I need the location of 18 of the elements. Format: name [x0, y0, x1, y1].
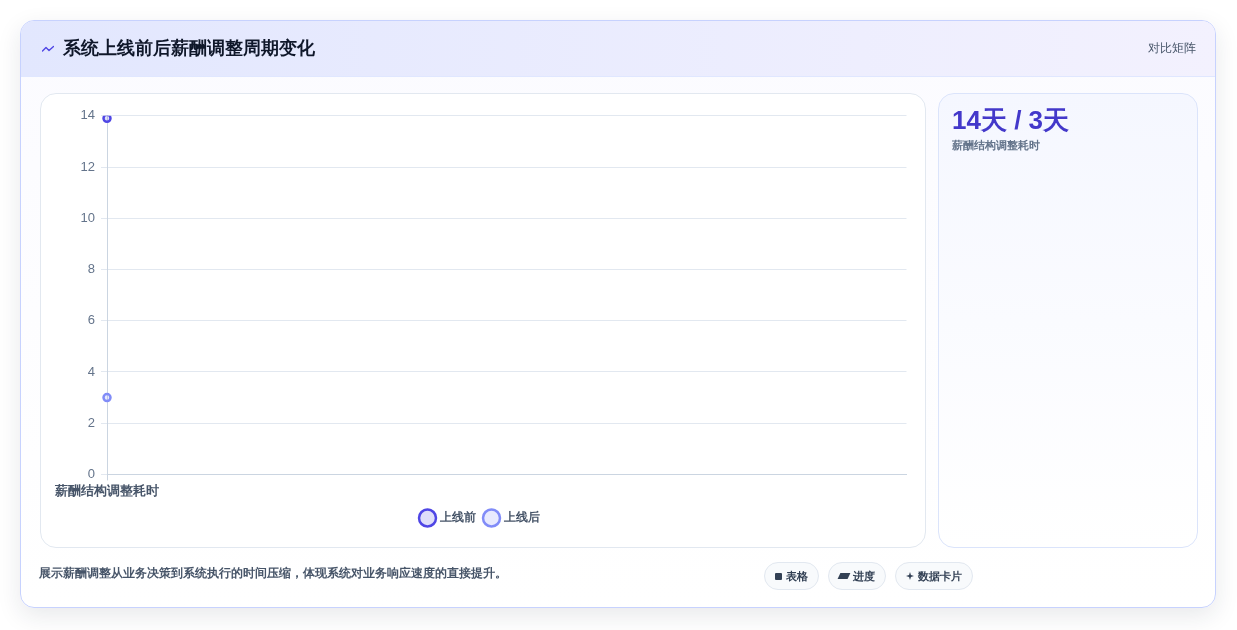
text: 表格: [786, 568, 808, 584]
text: 对比矩阵: [1148, 40, 1196, 57]
y-tick-label: 6: [87, 312, 95, 328]
text: 14天 / 3天: [952, 104, 1070, 137]
text: 展示薪酬调整从业务决策到系统执行的时间压缩，体现系统对业务响应速度的直接提升。: [39, 565, 507, 582]
text: 数据卡片: [918, 568, 962, 584]
y-tick-label: 12: [80, 158, 95, 174]
y-tick-label: 10: [80, 209, 95, 225]
y-tick-label: 14: [80, 107, 95, 123]
legend-label: 上线后: [502, 510, 540, 525]
y-tick-label: 0: [87, 465, 95, 481]
text: 薪酬结构调整耗时: [952, 138, 1040, 153]
y-tick-label: 2: [87, 414, 95, 430]
text: 进度: [853, 568, 875, 584]
legend-label: 上线前: [438, 510, 476, 525]
y-tick-label: 4: [87, 363, 95, 379]
text: 系统上线前后薪酬调整周期变化: [63, 37, 315, 60]
y-tick-label: 8: [87, 261, 95, 277]
